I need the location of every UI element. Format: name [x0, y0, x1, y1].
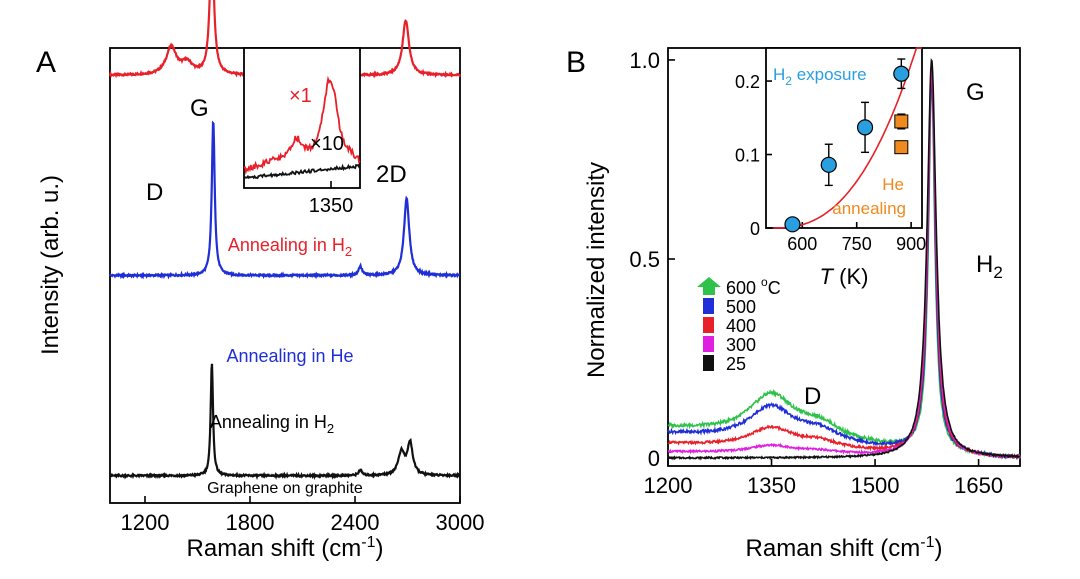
panel-b-inset-he-label-1: He: [882, 175, 904, 194]
panel-b-y-axis-label: Normalized intensity: [583, 162, 610, 378]
panel-b-inset-he-label-2: annealing: [832, 199, 906, 218]
panel-b-xlabel: Raman shift (cm-1): [746, 534, 943, 562]
panel-b-inset-xlabel: T (K): [820, 264, 869, 289]
he-data-point: [894, 114, 909, 129]
panel-b-inset-points: [784, 58, 910, 233]
panel-b-x-ticks: 1200 1350 1500 1650: [644, 459, 1003, 498]
inset-ytick-label: 0: [750, 219, 760, 239]
panel-b-spectrum-600: [667, 83, 1021, 461]
panel-b-y-ticks: 0 0.5 1.0: [629, 48, 675, 471]
panel-b-ytick-label: 1.0: [629, 48, 660, 73]
panel-a-inset-label-x1: ×1: [289, 85, 312, 107]
he-data-point: [894, 140, 909, 155]
panel-b-ylabel: Normalized intensity: [583, 162, 610, 378]
legend-swatch: [703, 355, 714, 371]
panel-a-x-ticks: 1200 1800 2400 3000: [121, 496, 485, 535]
panel-a-spectrum-3: [109, 363, 461, 481]
panel-b-ytick-label: 0.5: [629, 247, 660, 272]
panel-a-inset-xtick: 1350: [309, 195, 354, 217]
panel-a-xtick-label: 2400: [331, 510, 380, 535]
legend-swatch: [703, 298, 714, 314]
panel-a-xtick-label: 1200: [121, 510, 170, 535]
h2-data-point: [893, 65, 910, 82]
h2-data-point: [784, 216, 801, 233]
legend-label: 600 oC: [726, 275, 781, 298]
panel-b-xtick-label: 1200: [644, 473, 693, 498]
panel-a-sample-label: Graphene on graphite: [207, 480, 363, 497]
panel-b-inset-ticks: 600 750 900 0 0.1 0.2: [735, 72, 926, 254]
panel-b-xtick-label: 1500: [851, 473, 900, 498]
panel-b-h2-label: H2: [976, 251, 1003, 282]
panel-a-xtick-label: 3000: [436, 510, 485, 535]
inset-xtick-label: 750: [842, 234, 872, 254]
h2-data-point: [856, 119, 874, 136]
panel-b-peak-g-label: G: [966, 79, 985, 106]
legend-swatch: [703, 336, 714, 352]
panel-a-inset-label-x10: ×10: [310, 133, 344, 155]
legend-swatch: [703, 317, 714, 333]
panel-a-ylabel: Intensity (arb. u.): [37, 175, 64, 355]
panel-a-xtick-label: 1800: [226, 510, 275, 535]
panel-b-ytick-label: 0: [648, 446, 660, 471]
panel-a-peak-2d-label: 2D: [376, 161, 407, 188]
inset-ytick-label: 0.1: [735, 146, 760, 166]
inset-xtick-label: 600: [787, 234, 817, 254]
panel-a-inset-red-trace: [243, 75, 361, 176]
panel-a-xlabel: Raman shift (cm-1): [187, 534, 384, 562]
panel-a-peak-d-label: D: [146, 179, 163, 206]
panel-a-series-label-1: Annealing in H2: [228, 235, 352, 259]
panel-a-spectrum-2: [109, 120, 461, 280]
panel-b-xtick-label: 1650: [954, 473, 1003, 498]
legend-label: 300: [726, 335, 756, 355]
legend-label: 25: [726, 354, 746, 374]
panel-a-inset: ×1 ×10 1350: [243, 47, 361, 217]
panel-b-spectrum-300: [667, 64, 1021, 459]
panel-b-spectra: [667, 58, 1021, 461]
panel-b-peak-d-label: D: [804, 383, 821, 410]
legend-label: 500: [726, 297, 756, 317]
panel-a-y-axis-label: Intensity (arb. u.): [37, 175, 64, 355]
panel-b-spectrum-25: [667, 58, 1021, 461]
panel-a-series-label-2: Annealing in He: [226, 346, 353, 366]
legend-arrow-icon: [697, 277, 721, 295]
panel-b-inset-h2-label: H2 exposure: [773, 65, 867, 88]
panel-b-xtick-label: 1350: [747, 473, 796, 498]
panel-a-label: A: [36, 46, 56, 79]
legend-label: 400: [726, 316, 756, 336]
h2-data-point: [820, 156, 837, 173]
panel-b-label: B: [566, 46, 586, 79]
panel-a-inset-black-trace: [243, 163, 361, 180]
panel-a-peak-g-label: G: [190, 95, 209, 122]
inset-ytick-label: 0.2: [735, 72, 760, 92]
inset-xtick-label: 900: [896, 234, 926, 254]
panel-b-inset: 600 750 900 0 0.1 0.2 H2 exposure He annealin…: [735, 47, 926, 289]
panel-a-series-label-3: Annealing in H2: [210, 412, 334, 436]
